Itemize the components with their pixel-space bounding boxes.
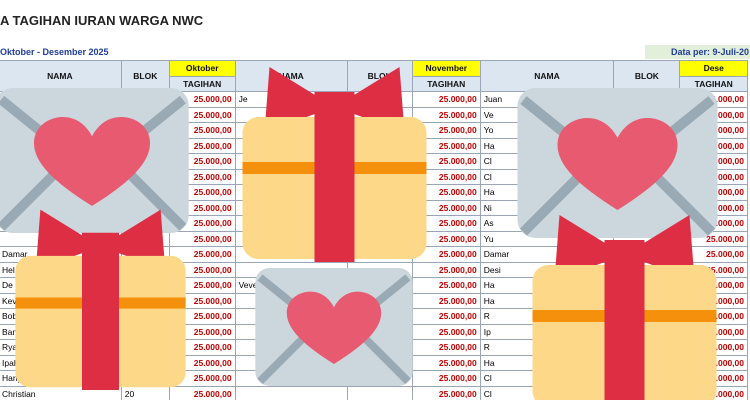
title: A TAGIHAN IURAN WARGA NWC <box>0 13 204 28</box>
envelope-emoji <box>255 268 412 386</box>
block-header: BLOK <box>120 60 170 92</box>
gift-emoji <box>532 215 717 400</box>
block-header: BLOK <box>613 60 681 92</box>
month-header: November <box>411 60 481 77</box>
name-header: NAMA <box>0 60 122 92</box>
period: Oktober - Desember 2025 <box>0 47 109 57</box>
gift-emoji <box>15 209 186 390</box>
header-row: TAGIHAN TAGIHAN TAGIHAN <box>0 75 748 92</box>
name-header: NAMA <box>479 60 615 92</box>
date: Data per: 9-Juli-20 <box>645 45 750 59</box>
envelope-emoji <box>518 88 718 238</box>
bill-header: TAGIHAN <box>168 75 236 92</box>
block-cell <box>346 385 413 400</box>
gift-emoji <box>242 67 427 262</box>
month-header: Dese <box>679 60 748 77</box>
